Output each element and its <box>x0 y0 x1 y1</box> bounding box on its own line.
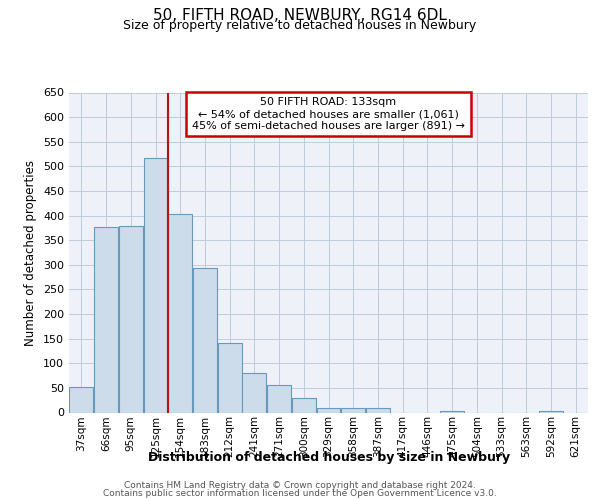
Bar <box>70 388 94 412</box>
Bar <box>242 372 266 412</box>
Y-axis label: Number of detached properties: Number of detached properties <box>25 160 37 346</box>
Bar <box>168 214 192 412</box>
Text: 50, FIFTH ROAD, NEWBURY, RG14 6DL: 50, FIFTH ROAD, NEWBURY, RG14 6DL <box>153 8 447 22</box>
Bar <box>143 158 167 412</box>
Text: Contains public sector information licensed under the Open Government Licence v3: Contains public sector information licen… <box>103 490 497 498</box>
Bar <box>119 226 143 412</box>
Bar <box>341 408 365 412</box>
Text: 50 FIFTH ROAD: 133sqm
← 54% of detached houses are smaller (1,061)
45% of semi-d: 50 FIFTH ROAD: 133sqm ← 54% of detached … <box>192 98 465 130</box>
Text: Contains HM Land Registry data © Crown copyright and database right 2024.: Contains HM Land Registry data © Crown c… <box>124 482 476 490</box>
Bar <box>440 410 464 412</box>
Text: Size of property relative to detached houses in Newbury: Size of property relative to detached ho… <box>124 19 476 32</box>
Bar <box>539 411 563 412</box>
Bar <box>267 385 291 412</box>
Text: Distribution of detached houses by size in Newbury: Distribution of detached houses by size … <box>148 451 510 464</box>
Bar <box>366 408 390 412</box>
Bar <box>218 342 242 412</box>
Bar <box>193 268 217 412</box>
Bar <box>317 408 340 412</box>
Bar <box>94 228 118 412</box>
Bar <box>292 398 316 412</box>
